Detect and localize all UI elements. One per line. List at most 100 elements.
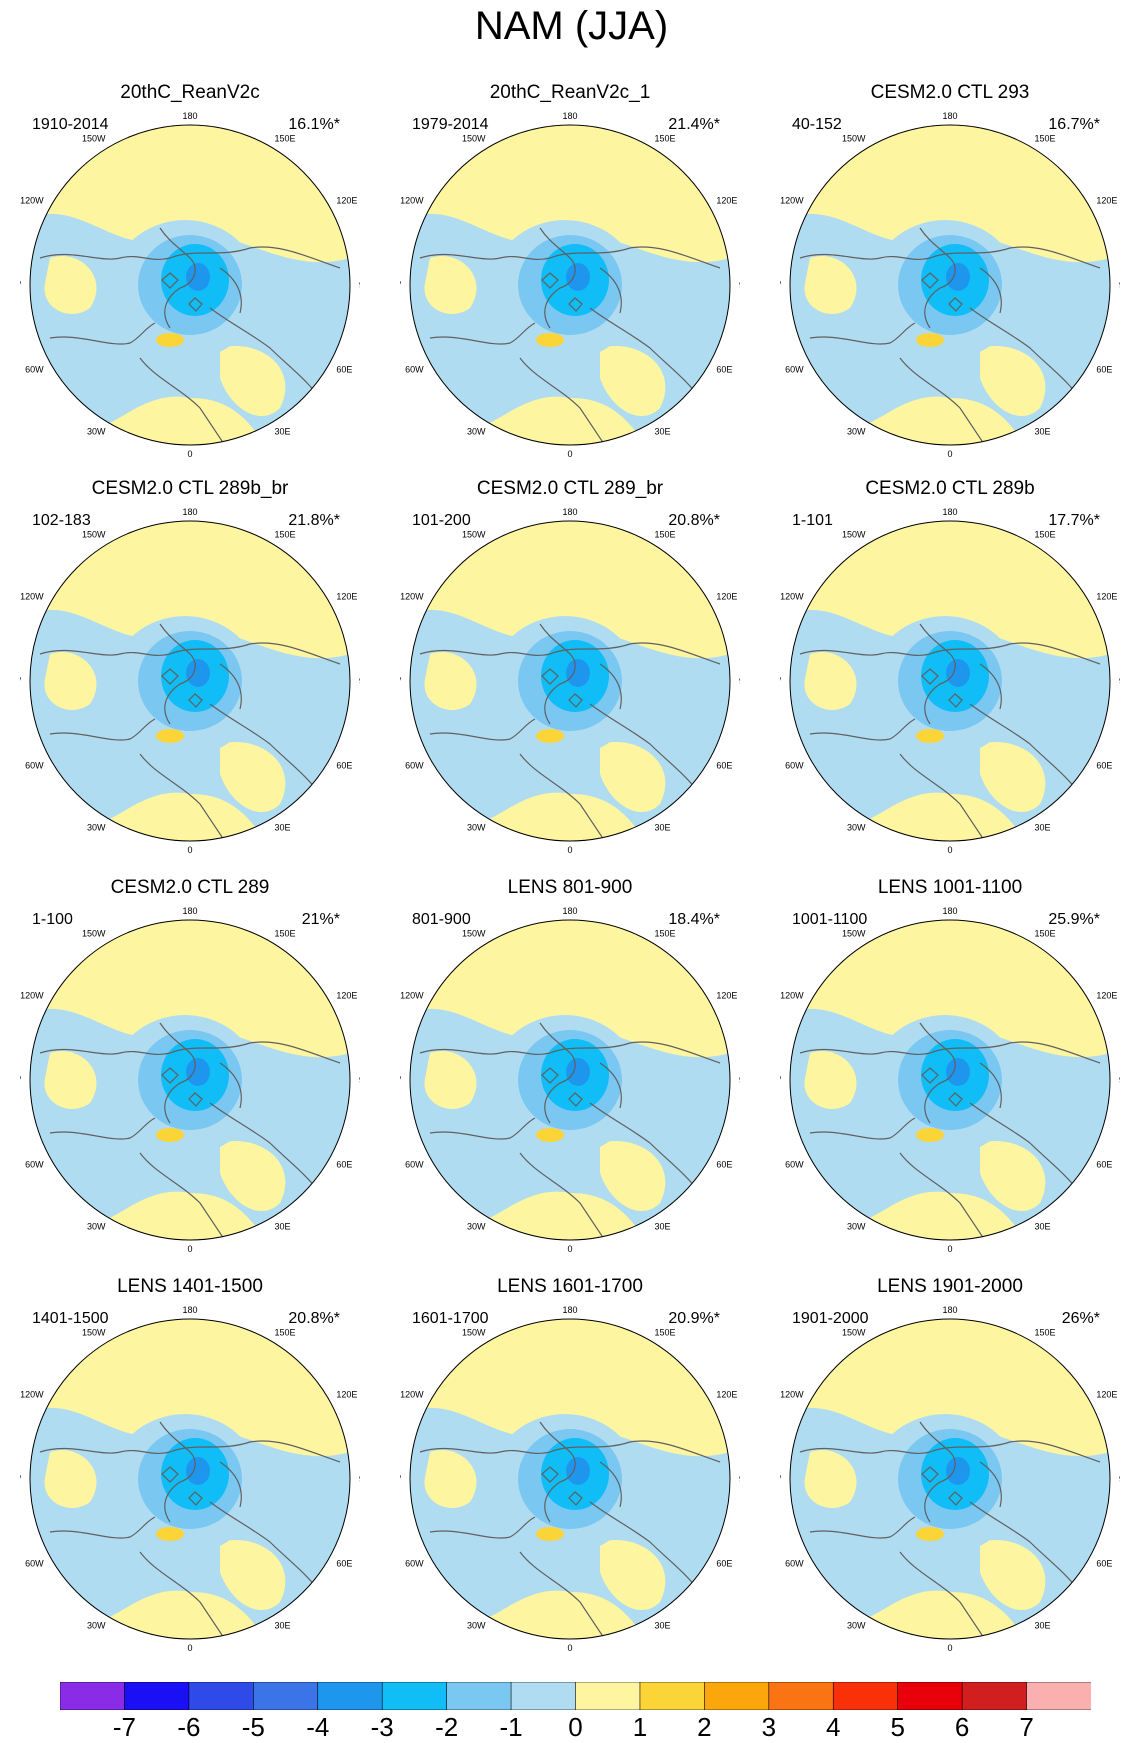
positive-anomaly-patch bbox=[804, 1051, 857, 1109]
longitude-label: 30E bbox=[275, 822, 291, 832]
coastline bbox=[899, 1152, 991, 1240]
positive-anomaly-core bbox=[156, 333, 184, 347]
longitude-label: 120E bbox=[336, 1390, 357, 1400]
positive-anomaly-core bbox=[536, 333, 564, 347]
longitude-label: 90E bbox=[739, 1075, 740, 1085]
longitude-label: 120W bbox=[20, 196, 44, 206]
longitude-label: 150W bbox=[82, 929, 106, 939]
polar-map: 180 150E 120E 90E 60E 30E 0 30W 60W 90W 120W 150W bbox=[400, 111, 740, 459]
positive-anomaly-patch bbox=[424, 1051, 477, 1109]
longitude-label: 180 bbox=[562, 906, 577, 916]
panel-variance-percent: 16.1%* bbox=[288, 116, 340, 133]
longitude-label: 60W bbox=[405, 761, 424, 771]
coastline bbox=[39, 642, 341, 665]
colorbar-segment bbox=[704, 1682, 770, 1710]
longitude-label: 60E bbox=[336, 1160, 352, 1170]
coastline bbox=[49, 1117, 156, 1140]
longitude-label: 60W bbox=[25, 1559, 44, 1569]
positive-anomaly-core bbox=[156, 1128, 184, 1142]
panel-period: 1979-2014 bbox=[412, 116, 489, 133]
coastline bbox=[161, 1466, 203, 1506]
longitude-label: 30E bbox=[1035, 822, 1051, 832]
coastline bbox=[979, 1461, 1002, 1508]
longitude-label: 150W bbox=[82, 1328, 106, 1338]
panel-period: 101-200 bbox=[412, 512, 471, 529]
colorbar-segment bbox=[510, 1682, 577, 1710]
map-boundary bbox=[29, 124, 351, 446]
coastline bbox=[519, 1551, 611, 1639]
map-panel: LENS 801-900 801-900 18.4%* 180 150E 120E 90E 6… bbox=[400, 877, 740, 1272]
colorbar-segment bbox=[317, 1682, 383, 1710]
longitude-label: 90W bbox=[20, 280, 21, 290]
panel-title: CESM2.0 CTL 293 bbox=[870, 82, 1030, 103]
map-boundary bbox=[789, 124, 1111, 446]
coastline bbox=[541, 1067, 583, 1107]
colorbar-tick-label: -7 bbox=[112, 1712, 136, 1742]
arctic-anomaly-level-3 bbox=[566, 1457, 590, 1485]
longitude-label: 90W bbox=[20, 1075, 21, 1085]
longitude-label: 150W bbox=[462, 134, 486, 144]
coastline bbox=[139, 357, 231, 445]
longitude-label: 120W bbox=[20, 592, 44, 602]
positive-anomaly-patch bbox=[980, 1540, 1046, 1611]
longitude-label: 60E bbox=[336, 365, 352, 375]
panel-title: 20thC_ReanV2c bbox=[120, 82, 260, 103]
panel-variance-percent: 20.8%* bbox=[668, 512, 720, 529]
panel-period: 1-100 bbox=[32, 911, 73, 928]
map-panel: CESM2.0 CTL 289_br 101-200 20.8%* 180 150E 12… bbox=[400, 478, 740, 873]
arctic-anomaly-level-3 bbox=[186, 1457, 210, 1485]
panel-period: 801-900 bbox=[412, 911, 471, 928]
colorbar-segment bbox=[639, 1682, 706, 1710]
polar-map: 180 150E 120E 90E 60E 30E 0 30W 60W 90W 120W 150W bbox=[780, 507, 1120, 855]
panel-title: LENS 1401-1500 bbox=[117, 1276, 263, 1297]
coastline bbox=[429, 322, 536, 345]
longitude-label: 120W bbox=[400, 991, 424, 1001]
coastline bbox=[809, 718, 916, 741]
map-panel: CESM2.0 CTL 289b_br 102-183 21.8%* 180 150E 1… bbox=[20, 478, 360, 873]
panel-variance-percent: 21%* bbox=[301, 911, 340, 928]
positive-anomaly-patch bbox=[44, 652, 97, 710]
positive-anomaly-patch bbox=[220, 1141, 286, 1212]
positive-anomaly-patch bbox=[424, 256, 477, 314]
coastline bbox=[809, 1516, 916, 1539]
longitude-label: 120E bbox=[1096, 1390, 1117, 1400]
panel-variance-percent: 20.8%* bbox=[288, 1310, 340, 1327]
positive-anomaly-core bbox=[536, 729, 564, 743]
coastline bbox=[429, 1117, 536, 1140]
panel-variance-percent: 21.4%* bbox=[668, 116, 720, 133]
arctic-anomaly-level-3 bbox=[946, 1457, 970, 1485]
coastline bbox=[519, 753, 611, 841]
panel-period: 1901-2000 bbox=[792, 1310, 869, 1327]
coastline bbox=[539, 623, 576, 725]
coastline bbox=[599, 1461, 622, 1508]
positive-anomaly-patch bbox=[44, 1051, 97, 1109]
longitude-label: 30E bbox=[1035, 1620, 1051, 1630]
map-panel: CESM2.0 CTL 289 1-100 21%* 180 150E 120E 90E 60… bbox=[20, 877, 360, 1272]
positive-anomaly-core bbox=[916, 729, 944, 743]
panel-title: CESM2.0 CTL 289b_br bbox=[91, 478, 289, 499]
longitude-label: 150E bbox=[655, 1328, 676, 1338]
colorbar bbox=[60, 1682, 1091, 1710]
longitude-label: 180 bbox=[562, 507, 577, 517]
coastline bbox=[219, 267, 242, 314]
colorbar-segment bbox=[60, 1682, 126, 1710]
colorbar-tick-label: -4 bbox=[306, 1712, 330, 1742]
coastline bbox=[159, 227, 196, 329]
longitude-label: 150W bbox=[842, 1328, 866, 1338]
arctic-anomaly-level-3 bbox=[186, 659, 210, 687]
panel-period: 1601-1700 bbox=[412, 1310, 489, 1327]
map-panel: LENS 1601-1700 1601-1700 20.9%* 180 150E 120E… bbox=[400, 1276, 740, 1671]
arctic-anomaly-level-3 bbox=[566, 1058, 590, 1086]
colorbar-tick-label: -2 bbox=[435, 1712, 459, 1742]
coastline bbox=[429, 718, 536, 741]
longitude-label: 0 bbox=[947, 1244, 952, 1254]
longitude-label: 90W bbox=[400, 1075, 401, 1085]
longitude-label: 30E bbox=[275, 1221, 291, 1231]
polar-map: 180 150E 120E 90E 60E 30E 0 30W 60W 90W 120W 150W bbox=[400, 507, 740, 855]
coastline bbox=[979, 1062, 1002, 1109]
longitude-label: 120E bbox=[336, 196, 357, 206]
longitude-label: 120W bbox=[780, 196, 804, 206]
longitude-label: 120W bbox=[400, 1390, 424, 1400]
panel-title: CESM2.0 CTL 289b bbox=[865, 478, 1035, 499]
longitude-label: 180 bbox=[942, 507, 957, 517]
